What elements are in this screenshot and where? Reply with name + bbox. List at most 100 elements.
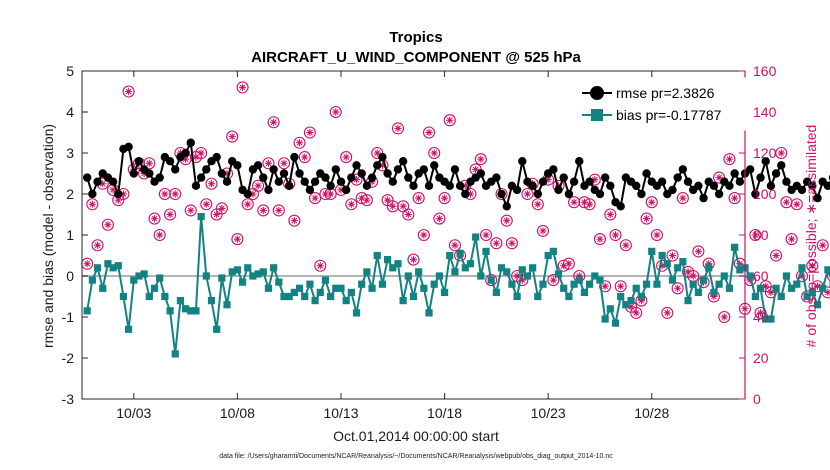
obs-assimilated-point [617,282,625,290]
obs-assimilated-point [762,282,770,290]
rmse-point [222,177,232,186]
y-tick-label-left: -3 [62,391,75,407]
rmse-point [450,165,460,174]
obs-assimilated-point [259,206,267,214]
bias-point [751,292,759,301]
obs-assimilated-point [145,159,153,167]
rmse-point [202,165,211,174]
obs-assimilated-point [125,87,133,96]
bias-point [327,292,335,301]
bias-point [202,272,210,280]
bias-point [285,292,293,301]
obs-assimilated-point [586,200,594,208]
rmse-point [134,157,144,166]
obs-possible-point [231,233,244,246]
rmse-point [393,165,403,174]
bias-point [601,315,609,323]
bias-point [756,284,765,292]
obs-possible-point [252,179,265,192]
y-tick-label-right: 60 [753,268,769,284]
bias-point [389,264,397,272]
rmse-point [616,202,625,211]
bias-point [88,276,96,284]
obs-assimilated-point [451,241,459,249]
bias-point [487,276,495,284]
obs-assimilated-point [756,309,765,317]
x-tick-label: 10/18 [427,405,462,421]
rmse-point [668,185,677,195]
obs-assimilated-point [503,217,511,225]
bias-point [352,309,361,317]
y-tick-label-right: 20 [753,350,769,366]
rmse-point [683,177,693,186]
obs-assimilated-point [637,297,646,305]
obs-assimilated-point [793,200,801,208]
obs-assimilated-point [642,215,651,223]
y-tick-label-left: 2 [66,186,74,202]
rmse-point [233,161,242,170]
obs-assimilated-point [378,161,387,169]
x-axis-label: Oct.01,2014 00:00:00 start [333,428,499,444]
obs-possible-point [479,228,493,242]
bias-point [135,272,143,280]
obs-assimilated-point [560,262,568,270]
obs-possible-point [226,130,239,143]
bias-point [699,276,708,284]
obs-assimilated-point [710,292,718,301]
bias-point [684,297,692,305]
bias-point [415,268,423,276]
obs-assimilated-point [192,153,200,161]
obs-possible-point [345,198,358,211]
rmse-point [357,169,366,178]
bias-point [409,292,418,301]
bias-point [736,266,744,274]
obs-assimilated-point [782,198,791,206]
rmse-point [766,181,776,190]
obs-possible-point [816,239,829,252]
obs-possible-point [505,237,518,250]
obs-assimilated-point [539,227,547,235]
obs-assimilated-point [596,235,604,243]
obs-assimilated-point [202,200,210,208]
obs-assimilated-point [461,182,469,190]
obs-assimilated-point [373,149,381,157]
y-tick-label-right: 160 [753,63,777,79]
obs-assimilated-point [213,210,221,219]
bias-point [813,301,822,309]
bias-point [637,292,646,301]
obs-assimilated-point [223,169,231,178]
obs-assimilated-point [218,204,226,212]
rmse-point [124,142,133,152]
obs-possible-point [619,239,632,252]
bias-point [83,307,91,315]
obs-assimilated-point [466,190,475,198]
rmse-point [295,169,304,178]
rmse-point [398,157,408,166]
obs-assimilated-point [337,186,345,194]
y-axis-label-right: # of obs: o=possible; ∗=assimilated [803,125,819,348]
obs-assimilated-point [384,196,392,204]
bias-point [824,266,830,274]
obs-possible-point [775,146,788,160]
obs-assimilated-point [627,303,635,311]
bias-point [819,284,827,292]
bias-point [295,284,304,292]
obs-possible-point [169,187,182,201]
bias-point [554,270,563,278]
bias-point [725,284,734,292]
obs-assimilated-point [280,159,288,167]
obs-possible-point [293,136,306,149]
obs-possible-point [723,153,736,166]
bias-point [150,284,159,292]
obs-possible-point [490,237,503,250]
bias-point [596,276,604,284]
bias-point [161,292,169,301]
obs-assimilated-point [653,231,661,239]
bias-point [746,272,754,280]
rmse-point [362,181,372,190]
footnote: data file: /Users/gharamti/Documents/NCA… [219,453,613,460]
bias-point [477,272,485,280]
obs-assimilated-point [321,190,330,198]
rmse-point [181,148,190,158]
obs-assimilated-point [731,194,739,202]
